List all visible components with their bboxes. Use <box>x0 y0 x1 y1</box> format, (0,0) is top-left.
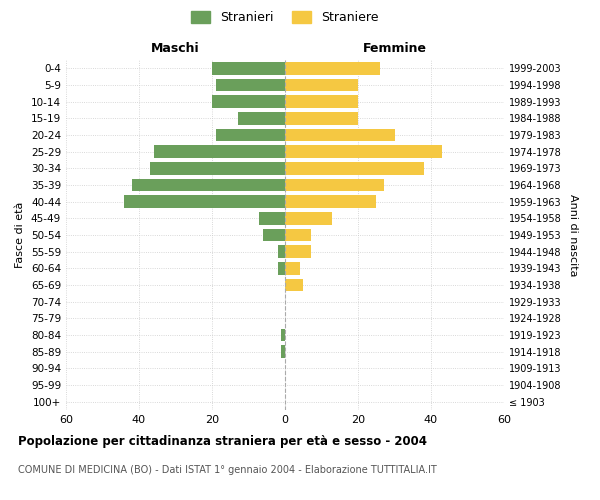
Bar <box>281 329 285 341</box>
Text: Maschi: Maschi <box>151 42 200 55</box>
Y-axis label: Fasce di età: Fasce di età <box>16 202 25 268</box>
Bar <box>259 212 285 224</box>
Bar <box>215 128 285 141</box>
Bar <box>285 262 299 274</box>
Bar <box>285 196 376 208</box>
Bar <box>124 196 285 208</box>
Bar <box>278 262 285 274</box>
Bar <box>285 279 303 291</box>
Bar <box>285 212 332 224</box>
Bar <box>285 128 395 141</box>
Bar <box>285 62 380 74</box>
Bar <box>278 246 285 258</box>
Bar <box>154 146 285 158</box>
Bar <box>285 112 358 124</box>
Bar <box>285 162 424 174</box>
Bar <box>285 246 311 258</box>
Bar <box>212 96 285 108</box>
Bar <box>215 79 285 92</box>
Bar <box>285 96 358 108</box>
Bar <box>285 146 442 158</box>
Bar <box>285 229 311 241</box>
Bar <box>150 162 285 174</box>
Text: Popolazione per cittadinanza straniera per età e sesso - 2004: Popolazione per cittadinanza straniera p… <box>18 435 427 448</box>
Text: Femmine: Femmine <box>362 42 427 55</box>
Bar <box>285 179 383 191</box>
Bar <box>212 62 285 74</box>
Bar <box>281 346 285 358</box>
Bar <box>132 179 285 191</box>
Text: COMUNE DI MEDICINA (BO) - Dati ISTAT 1° gennaio 2004 - Elaborazione TUTTITALIA.I: COMUNE DI MEDICINA (BO) - Dati ISTAT 1° … <box>18 465 437 475</box>
Bar <box>238 112 285 124</box>
Legend: Stranieri, Straniere: Stranieri, Straniere <box>187 6 383 30</box>
Bar <box>263 229 285 241</box>
Bar <box>285 79 358 92</box>
Y-axis label: Anni di nascita: Anni di nascita <box>568 194 578 276</box>
